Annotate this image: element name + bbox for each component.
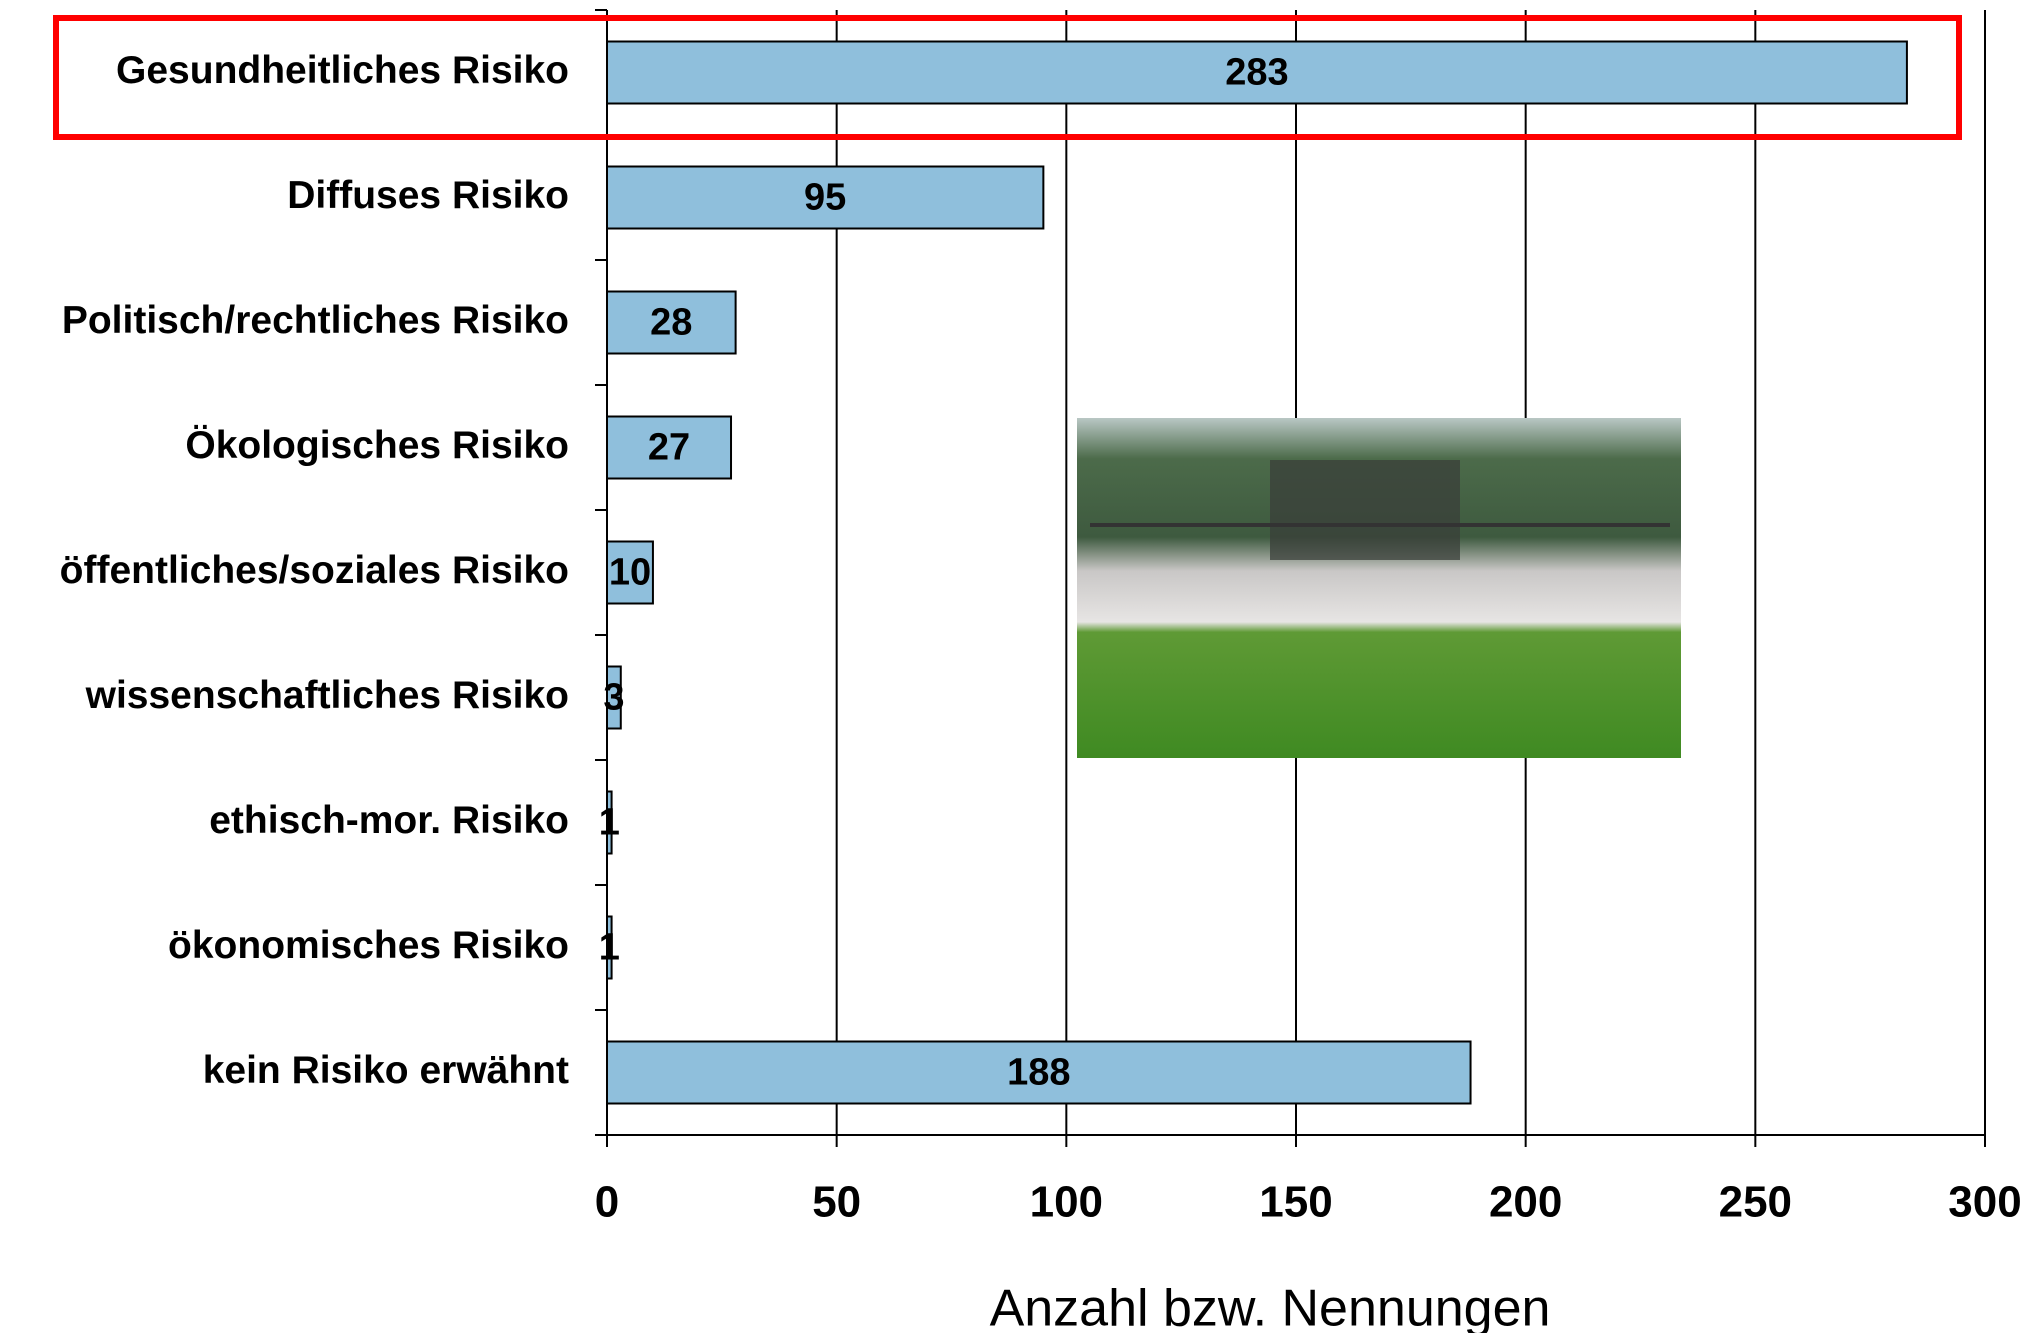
x-tick-label: 250 xyxy=(1719,1178,1792,1227)
category-label: wissenschaftliches Risiko xyxy=(85,674,569,717)
x-tick-label: 150 xyxy=(1259,1178,1332,1227)
category-label: öffentliches/soziales Risiko xyxy=(60,549,569,592)
data-label: 10 xyxy=(609,552,651,594)
category-label: Ökologisches Risiko xyxy=(185,424,569,467)
category-label: ethisch-mor. Risiko xyxy=(209,799,569,842)
category-label: Gesundheitliches Risiko xyxy=(116,49,569,92)
category-label: ökonomisches Risiko xyxy=(168,924,569,967)
x-tick-label: 0 xyxy=(595,1178,619,1227)
data-label: 283 xyxy=(1225,52,1288,94)
data-label: 3 xyxy=(603,677,624,719)
x-tick-label: 50 xyxy=(812,1178,861,1227)
data-label: 95 xyxy=(804,177,846,219)
data-label: 27 xyxy=(648,427,690,469)
data-label: 28 xyxy=(650,302,692,344)
x-tick-label: 200 xyxy=(1489,1178,1562,1227)
category-label: Politisch/rechtliches Risiko xyxy=(62,299,569,342)
data-label: 1 xyxy=(599,927,620,969)
x-tick-label: 100 xyxy=(1030,1178,1103,1227)
x-tick-label: 300 xyxy=(1948,1178,2021,1227)
chart: 0 50 100 150 200 250 300 Gesundheitliches Risi… xyxy=(0,0,2036,1333)
data-label: 188 xyxy=(1007,1052,1070,1094)
category-label: kein Risiko erwähnt xyxy=(203,1049,569,1092)
category-label: Diffuses Risiko xyxy=(287,174,569,217)
x-axis-title: Anzahl bzw. Nennungen xyxy=(990,1280,1551,1333)
photo-sprayer xyxy=(1270,460,1460,560)
photo xyxy=(1077,418,1681,758)
data-label: 1 xyxy=(599,802,620,844)
